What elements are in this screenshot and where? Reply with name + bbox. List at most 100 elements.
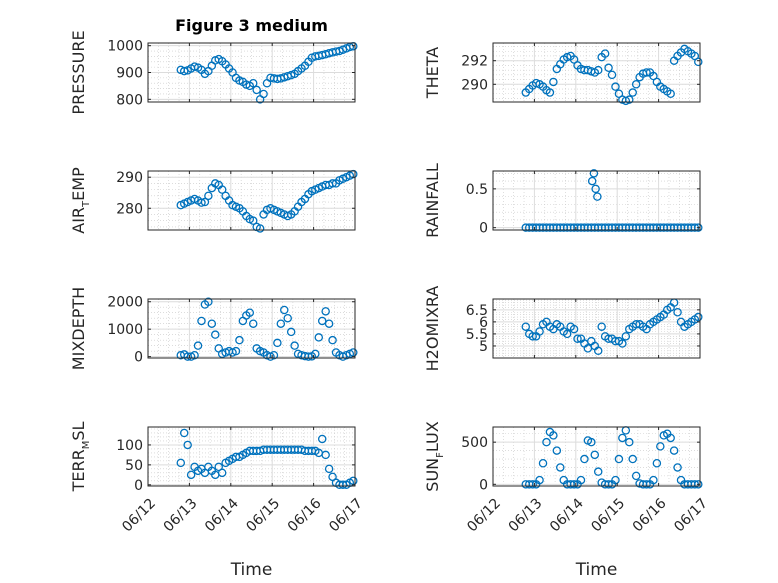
chart-1-data-point <box>190 62 199 71</box>
chart-8-data-point <box>552 446 562 455</box>
chart-8-y-tick-label: 0 <box>479 477 488 493</box>
chart-7-axes-box <box>147 426 356 487</box>
chart-3-data-point <box>204 191 213 201</box>
chart-7-data-point <box>186 470 196 480</box>
chart-2-data-point <box>549 77 558 87</box>
chart-7-y-tick-label: 100 <box>116 438 143 454</box>
chart-2-theta-axes: 290 292 THETA <box>423 42 703 106</box>
chart-8-data-point <box>538 458 548 468</box>
chart-8-data-point <box>642 480 651 489</box>
chart-5-data-point <box>248 319 258 328</box>
chart-5-y-tick-label: 0 <box>134 350 143 366</box>
chart-8-data-point <box>631 471 641 481</box>
chart-7-data-point <box>317 434 327 444</box>
chart-8-data-point <box>590 450 600 460</box>
chart-8-data-point <box>628 454 637 464</box>
chart-8-data-point <box>528 480 537 489</box>
chart-1-data-point <box>248 78 258 88</box>
chart-8-data-point <box>694 480 703 489</box>
chart-2-data-point <box>694 57 703 67</box>
chart-2-data-point <box>545 88 555 97</box>
chart-3-y-tick-label: 280 <box>116 201 143 217</box>
chart-5-data-point <box>211 330 220 339</box>
chart-6-data-point <box>618 339 627 348</box>
chart-2-data-point <box>628 88 637 97</box>
chart-2-data-point <box>611 82 620 91</box>
chart-5-data-point <box>197 316 206 326</box>
chart-8-data-point <box>611 475 620 485</box>
chart-6-y-label: H2OMIXRA <box>423 286 442 372</box>
chart-2-data-point <box>625 95 634 104</box>
chart-3-data-point <box>255 224 265 233</box>
chart-2-data-point <box>593 65 603 75</box>
chart-3-air-temp-axes: 280 290 AIRTEMP <box>69 167 358 234</box>
chart-4-y-tick-label: 0.5 <box>466 182 488 198</box>
chart-6-data-point <box>569 324 579 334</box>
chart-3-data-point <box>248 216 258 225</box>
chart-2-data-point <box>666 89 675 98</box>
chart-5-data-point <box>280 305 289 315</box>
chart-3-data-point <box>328 179 337 188</box>
chart-8-data-point <box>556 463 565 472</box>
chart-5-data-point <box>204 297 213 306</box>
chart-6-y-tick-label: 6.5 <box>466 303 488 319</box>
chart-6-data-point <box>597 322 606 331</box>
chart-5-mixdepth-axes: 0 1000 2000 MIXDEPTH <box>69 287 358 370</box>
chart-5-data-point <box>349 348 358 357</box>
chart-7-x-label: Time <box>230 560 273 580</box>
chart-8-data-point <box>535 475 544 485</box>
chart-6-y-tick-label: 5.5 <box>466 327 488 343</box>
chart-2-y-tick-label: 292 <box>461 54 488 70</box>
chart-5-data-point <box>283 313 292 323</box>
chart-4-data-point <box>587 176 597 186</box>
chart-1-y-tick-label: 800 <box>116 92 143 108</box>
chart-7-data-point <box>324 464 334 474</box>
chart-8-data-point <box>604 480 613 489</box>
chart-6-data-point <box>535 327 544 336</box>
chart-3-data-point <box>217 185 227 194</box>
chart-3-y-label: AIRTEMP <box>69 167 92 234</box>
chart-7-y-tick-label: 0 <box>134 478 143 494</box>
chart-2-y-label: THETA <box>423 47 442 99</box>
chart-4-y-label: RAINFALL <box>423 163 442 238</box>
chart-4-y-tick-label: 0 <box>479 221 488 237</box>
chart-4-axes-box <box>492 170 701 231</box>
chart-5-y-tick-label: 2000 <box>107 295 143 311</box>
chart-1-data-point <box>259 89 268 99</box>
chart-2-axes-box <box>492 42 701 103</box>
chart-5-data-point <box>304 352 313 361</box>
chart-8-data-point <box>614 454 624 464</box>
chart-8-x-label: Time <box>575 560 618 580</box>
chart-5-data-point <box>324 319 334 328</box>
chart-2-data-point <box>631 80 641 89</box>
chart-5-data-point <box>207 319 217 328</box>
chart-1-y-tick-label: 1000 <box>107 39 143 55</box>
chart-8-data-point <box>576 475 586 485</box>
chart-5-data-point <box>314 333 324 342</box>
chart-1-data-point <box>179 66 189 76</box>
chart-6-data-point <box>694 312 703 322</box>
chart-5-data-point <box>290 341 299 350</box>
chart-8-axes-box <box>492 426 701 487</box>
chart-6-data-point <box>528 332 537 341</box>
chart-6-data-point <box>521 322 531 331</box>
chart-2-data-point <box>604 63 613 73</box>
chart-8-data-point <box>549 431 558 440</box>
chart-1-pressure-axes: 800 900 1000 Figure 3 medium PRESSURE <box>69 16 358 115</box>
chart-7-data-point <box>217 468 227 478</box>
chart-2-data-point <box>600 49 610 58</box>
chart-7-data-point <box>179 428 189 438</box>
chart-6-y-tick-label: 5 <box>479 339 488 355</box>
chart-7-data-point <box>176 458 186 468</box>
chart-4-data-point <box>591 184 600 194</box>
chart-5-data-point <box>231 346 241 356</box>
chart-3-plot-area <box>148 171 355 230</box>
chart-4-data-point <box>593 192 602 201</box>
chart-8-data-point <box>649 475 658 485</box>
chart-1-y-tick-label: 900 <box>116 66 143 82</box>
chart-2-data-point <box>642 68 651 77</box>
chart-7-data-point <box>321 450 330 460</box>
chart-5-data-point <box>321 307 330 316</box>
chart-6-data-point <box>621 332 631 341</box>
chart-4-rainfall-axes: 0 0.5 RAINFALL <box>423 163 703 238</box>
